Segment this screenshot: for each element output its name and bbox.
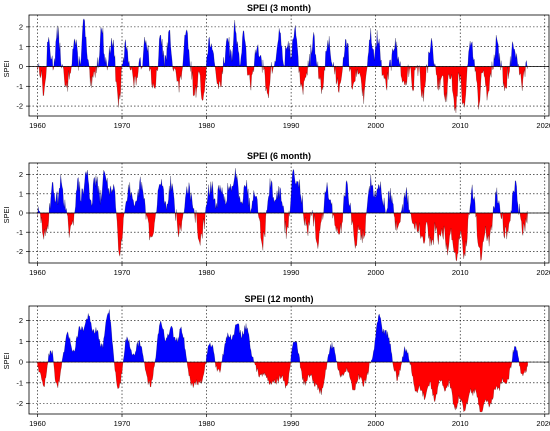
x-tick-label: 1990 [283, 419, 300, 428]
plot-frame [28, 305, 550, 415]
x-tick-label: 1970 [114, 419, 131, 428]
y-tick-label: 0 [19, 62, 23, 71]
positive-area [37, 168, 528, 213]
positive-area [48, 309, 520, 363]
x-tick-label: 1980 [198, 121, 215, 130]
y-tick-label: -1 [16, 228, 23, 237]
negative-area [37, 362, 528, 412]
y-tick-label: -2 [16, 247, 23, 256]
y-tick-label: -2 [16, 102, 23, 111]
x-tick-label: 2020 [536, 268, 550, 277]
y-tick-label: 1 [19, 42, 23, 51]
y-tick-label: -1 [16, 378, 23, 387]
panel-title: SPEI (12 month) [244, 294, 313, 304]
x-tick-label: 2010 [452, 121, 469, 130]
x-tick-label: 2020 [536, 419, 550, 428]
y-axis-label: SPEI [2, 206, 11, 223]
positive-area [37, 18, 528, 67]
x-tick-label: 2010 [452, 268, 469, 277]
x-tick-label: 1970 [114, 121, 131, 130]
y-tick-label: 1 [19, 189, 23, 198]
y-tick-label: -1 [16, 82, 23, 91]
x-tick-label: 1990 [283, 121, 300, 130]
x-tick-label: 1980 [198, 419, 215, 428]
x-tick-label: 2000 [367, 121, 384, 130]
y-tick-label: 2 [19, 316, 23, 325]
x-tick-label: 1960 [29, 419, 46, 428]
y-axis-label: SPEI [2, 60, 11, 77]
series-line [37, 309, 529, 413]
panel-spei-12-month: SPEI (12 month) SPEI 1960 1970 1980 1990 200… [2, 294, 550, 428]
y-tick-label: 2 [19, 170, 23, 179]
x-tick-label: 2020 [536, 121, 550, 130]
x-tick-label: 2000 [367, 268, 384, 277]
negative-area [37, 66, 528, 113]
x-tick-label: 1980 [198, 268, 215, 277]
y-tick-label: -2 [16, 399, 23, 408]
panel-title: SPEI (6 month) [247, 151, 311, 161]
panel-spei-6-month: SPEI (6 month) SPEI 1960 1970 1980 1990 2000… [2, 151, 550, 277]
y-tick-label: 1 [19, 337, 23, 346]
x-tick-label: 1990 [283, 268, 300, 277]
y-tick-label: 0 [19, 209, 23, 218]
x-tick-label: 1960 [29, 121, 46, 130]
series-line [37, 168, 529, 262]
plot-area: 1960 1970 1980 1990 2000 2010 2020 -2 -1 0 1 2 [16, 14, 550, 130]
panel-title: SPEI (3 month) [247, 3, 311, 13]
series-line [37, 18, 529, 113]
x-tick-label: 1960 [29, 268, 46, 277]
plot-area: 1960 1970 1980 1990 2000 2010 2020 -2 -1 0 1 2 [16, 162, 550, 277]
y-axis-label: SPEI [2, 352, 11, 369]
x-tick-label: 1970 [114, 268, 131, 277]
y-tick-label: 2 [19, 22, 23, 31]
negative-area [37, 213, 528, 262]
x-tick-label: 2010 [452, 419, 469, 428]
plot-frame [28, 14, 550, 117]
panel-spei-3-month: SPEI (3 month) SPEI 1960 1970 1980 1990 2000… [2, 3, 550, 130]
y-tick-label: 0 [19, 358, 23, 367]
x-tick-label: 2000 [367, 419, 384, 428]
plot-area: 1960 1970 1980 1990 2000 2010 2020 -2 -1 0 1 2 [16, 305, 550, 428]
